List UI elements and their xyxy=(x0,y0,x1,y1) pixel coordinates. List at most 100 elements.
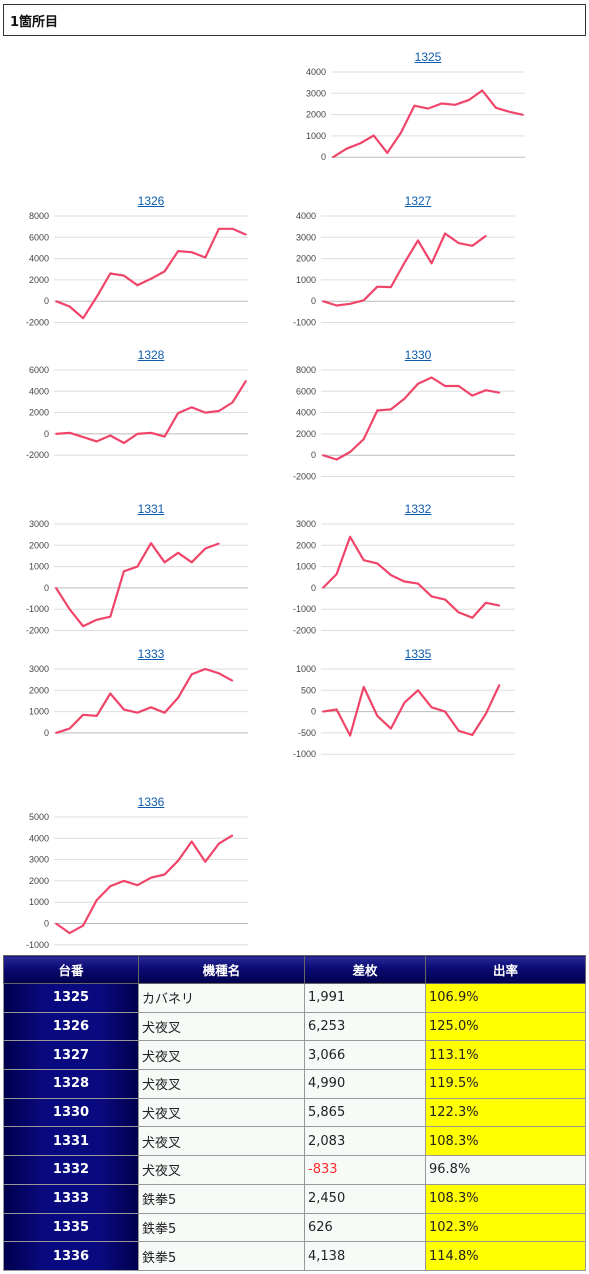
chart-title-link[interactable]: 1336 xyxy=(137,795,165,809)
chart-title-link[interactable]: 1333 xyxy=(137,647,165,661)
model-name-cell: カバネリ xyxy=(138,983,305,1013)
data-point xyxy=(55,732,57,734)
data-point xyxy=(82,317,84,319)
data-point xyxy=(417,383,419,385)
y-tick-label: -1000 xyxy=(26,940,49,950)
chart-1328: 1328 -2000 0 2000 4000 6000 xyxy=(20,348,270,498)
y-tick-label: -500 xyxy=(298,728,316,738)
data-point xyxy=(204,256,207,259)
y-tick-label: 4000 xyxy=(306,67,326,77)
table-header-row: 台番 機種名 差枚 出率 xyxy=(3,955,586,984)
data-point xyxy=(376,715,379,717)
data-point xyxy=(376,409,379,412)
data-point xyxy=(376,562,379,565)
data-point xyxy=(498,391,501,394)
chart-1326: 1326 -2000 0 2000 4000 6000 8000 xyxy=(20,194,270,344)
header-model-name: 機種名 xyxy=(138,955,305,984)
chart-title-link[interactable]: 1326 xyxy=(137,194,165,208)
payout-rate-cell: 96.8% xyxy=(425,1155,586,1185)
y-tick-label: 6000 xyxy=(29,365,49,375)
data-point xyxy=(123,880,125,882)
line-chart: 0 1000 2000 3000 xyxy=(29,664,248,738)
y-tick-label: 4000 xyxy=(29,254,49,264)
machine-number-cell: 1325 xyxy=(3,983,139,1013)
data-point xyxy=(390,574,392,576)
data-point xyxy=(136,565,139,568)
chart-title-link[interactable]: 1335 xyxy=(404,647,432,661)
header-machine-number: 台番 xyxy=(3,955,139,984)
data-point xyxy=(495,107,497,109)
chart-1335: 1335 -1000 -500 0 500 1000 xyxy=(287,647,537,797)
difference-cell: 4,138 xyxy=(304,1241,426,1271)
data-point xyxy=(150,876,152,879)
line-chart: -2000 -1000 0 1000 2000 3000 xyxy=(26,519,248,636)
series-line xyxy=(322,535,500,619)
chart-title-link[interactable]: 1327 xyxy=(404,194,432,208)
data-point xyxy=(95,715,98,717)
data-point xyxy=(109,692,112,695)
data-point xyxy=(417,239,419,242)
data-point xyxy=(95,619,98,621)
data-point xyxy=(444,598,446,601)
series-line xyxy=(55,834,233,935)
y-tick-label: 1000 xyxy=(296,664,316,674)
data-point xyxy=(430,595,433,598)
data-point xyxy=(403,398,406,400)
machine-number-cell: 1330 xyxy=(3,1097,139,1128)
data-point xyxy=(390,286,392,288)
chart-title-link[interactable]: 1328 xyxy=(137,348,165,362)
data-point xyxy=(457,730,460,732)
y-tick-label: 4000 xyxy=(296,211,316,221)
y-tick-label: 3000 xyxy=(296,232,316,242)
y-tick-label: -1000 xyxy=(293,604,316,614)
data-point xyxy=(322,587,324,589)
chart-title-link[interactable]: 1330 xyxy=(404,348,432,362)
data-point xyxy=(335,458,338,461)
series-line xyxy=(322,376,500,461)
y-tick-label: 2000 xyxy=(29,876,49,886)
data-point xyxy=(150,706,152,709)
data-point xyxy=(204,411,207,414)
data-point xyxy=(362,686,365,688)
table-row: 1332 犬夜叉 -833 96.8% xyxy=(3,1155,586,1185)
payout-rate-cell: 106.9% xyxy=(425,983,586,1013)
chart-title-link[interactable]: 1331 xyxy=(137,502,165,516)
series-line xyxy=(332,89,524,159)
y-tick-label: 0 xyxy=(311,296,316,306)
data-point xyxy=(467,99,470,101)
line-chart: -2000 0 2000 4000 6000 8000 xyxy=(293,365,515,482)
y-tick-label: 1000 xyxy=(29,562,49,572)
table-row: 1327 犬夜叉 3,066 113.1% xyxy=(3,1040,586,1071)
data-point xyxy=(349,536,351,538)
y-tick-label: 2000 xyxy=(29,408,49,418)
table-row: 1336 鉄拳5 4,138 114.8% xyxy=(3,1241,586,1271)
chart-title-link[interactable]: 1332 xyxy=(404,502,432,516)
chart-title-link[interactable]: 1325 xyxy=(414,50,442,64)
chart-1327: 1327 -1000 0 1000 2000 3000 4000 xyxy=(287,194,537,344)
data-point xyxy=(362,299,365,302)
y-tick-label: 3000 xyxy=(29,855,49,865)
data-point xyxy=(485,712,487,715)
difference-cell: 2,450 xyxy=(304,1183,426,1214)
data-point xyxy=(136,284,139,286)
data-point xyxy=(430,706,433,709)
line-chart: -2000 -1000 0 1000 2000 3000 xyxy=(293,519,515,636)
payout-rate-cell: 122.3% xyxy=(425,1097,586,1128)
table-row: 1331 犬夜叉 2,083 108.3% xyxy=(3,1126,586,1157)
data-point xyxy=(359,142,361,145)
data-point xyxy=(231,228,234,230)
results-table: 台番 機種名 差枚 出率 1325 カバネリ 1,991 106.9% 1326 犬夜叉 6… xyxy=(3,955,586,1271)
y-tick-label: 2000 xyxy=(296,429,316,439)
data-point xyxy=(322,710,324,713)
y-tick-label: 1000 xyxy=(296,562,316,572)
data-point xyxy=(245,380,247,382)
data-point xyxy=(218,410,220,412)
y-tick-label: 0 xyxy=(44,728,49,738)
data-point xyxy=(481,89,484,92)
series-line xyxy=(322,684,501,737)
data-point xyxy=(163,270,166,273)
machine-number-cell: 1327 xyxy=(3,1040,139,1071)
data-point xyxy=(332,156,334,158)
data-point xyxy=(68,727,71,730)
data-point xyxy=(413,104,416,107)
